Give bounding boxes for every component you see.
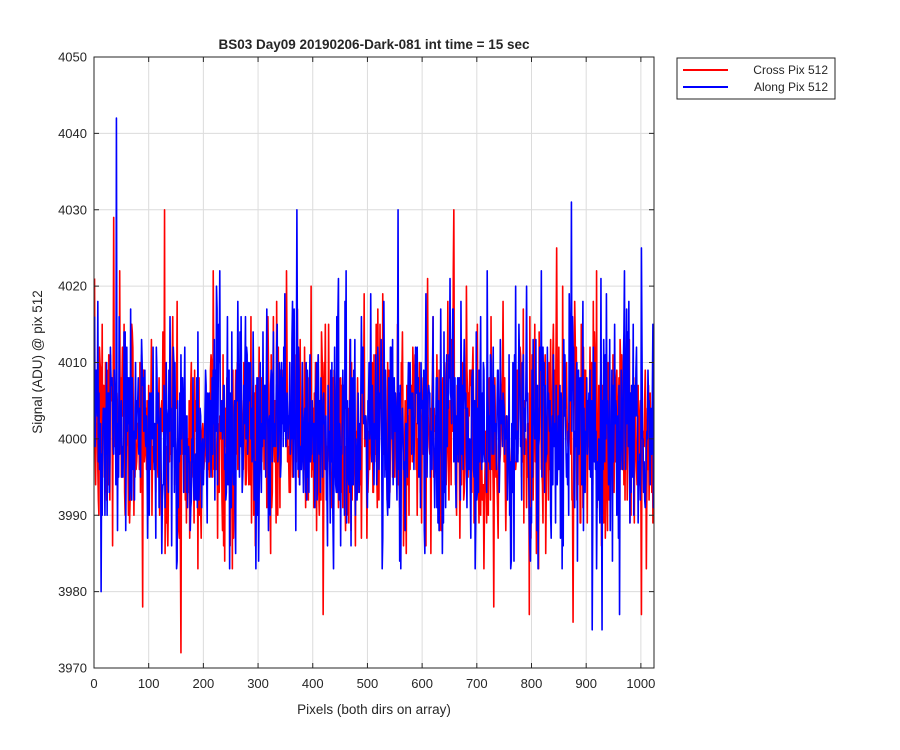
y-tick-label: 4040 [58, 126, 87, 141]
x-tick-label: 1000 [626, 676, 655, 691]
x-tick-label: 100 [138, 676, 160, 691]
x-tick-label: 800 [521, 676, 543, 691]
axis-ticks: 0 100 200 300 400 500 600 700 800 900 1000 3970 3980… [58, 50, 655, 692]
y-tick-label: 4030 [58, 202, 87, 217]
series-layer [94, 117, 654, 654]
x-tick-label: 600 [411, 676, 433, 691]
y-axis-label: Signal (ADU) @ pix 512 [30, 290, 45, 434]
legend-box [676, 57, 836, 100]
y-tick-label: 4020 [58, 279, 87, 294]
chart-title: BS03 Day09 20190206-Dark-081 int time = … [218, 37, 530, 52]
series-line-along-pix [94, 117, 654, 631]
x-tick-label: 200 [193, 676, 215, 691]
legend-label-cross: Cross Pix 512 [753, 63, 828, 77]
legend: Cross Pix 512 Along Pix 512 [676, 57, 836, 100]
y-tick-label: 4010 [58, 355, 87, 370]
x-tick-label: 900 [575, 676, 597, 691]
x-tick-label: 300 [247, 676, 269, 691]
x-axis-label: Pixels (both dirs on array) [297, 702, 451, 717]
x-tick-label: 400 [302, 676, 324, 691]
plot-area: 0 100 200 300 400 500 600 700 800 900 1000 3970 3980… [58, 50, 655, 692]
y-tick-label: 3980 [58, 584, 87, 599]
y-tick-label: 3990 [58, 508, 87, 523]
y-tick-label: 4000 [58, 431, 87, 446]
y-tick-label: 3970 [58, 661, 87, 676]
x-tick-label: 0 [90, 676, 97, 691]
y-tick-label: 4050 [58, 50, 87, 65]
x-tick-label: 700 [466, 676, 488, 691]
x-tick-label: 500 [357, 676, 379, 691]
legend-label-along: Along Pix 512 [754, 80, 828, 94]
